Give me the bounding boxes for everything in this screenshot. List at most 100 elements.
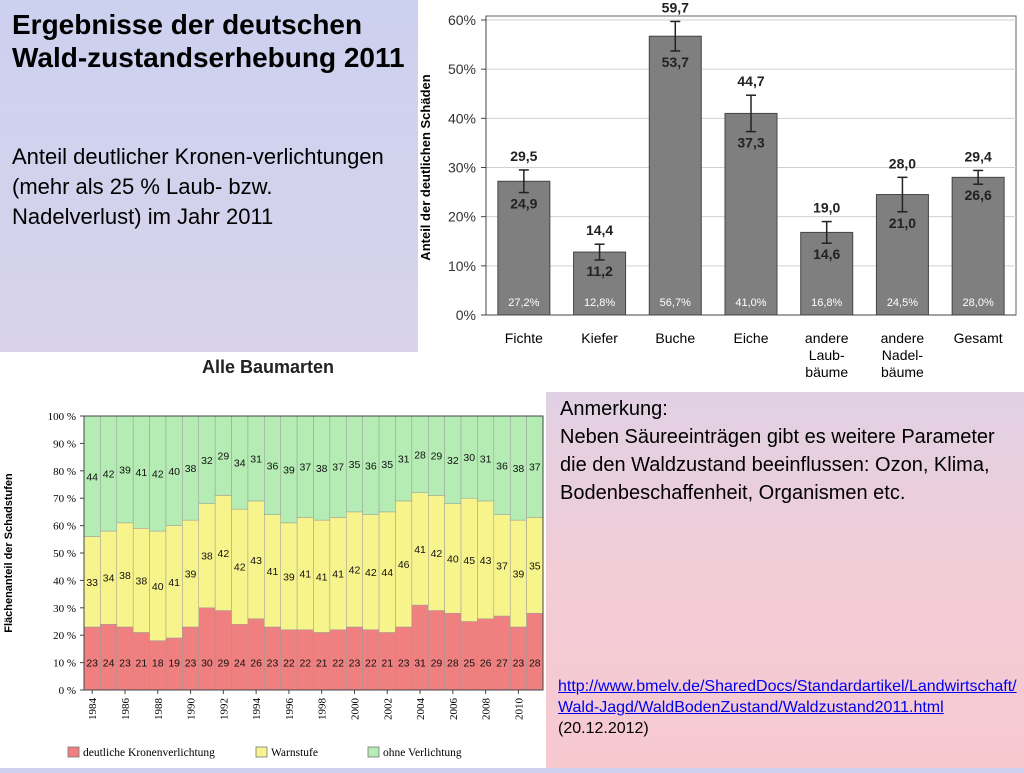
segment-value-label: 31: [398, 453, 410, 465]
lower-bound-label: 53,7: [662, 54, 689, 70]
segment-value-label: 45: [463, 555, 475, 567]
y-tick-label: 90 %: [53, 438, 76, 450]
y-tick-label: 30%: [448, 160, 476, 176]
source-link[interactable]: http://www.bmelv.de/SharedDocs/Standarda…: [558, 678, 1017, 716]
segment-value-label: 40: [152, 581, 164, 593]
bar-value-label: 12,8%: [584, 297, 615, 309]
bar: [648, 35, 702, 316]
segment-value-label: 23: [185, 658, 197, 670]
upper-bound-label: 28,0: [889, 155, 916, 171]
stack-segment: [411, 604, 429, 691]
x-tick-label: 2000: [349, 698, 361, 721]
y-tick-label: 60%: [448, 12, 476, 28]
stack-segment: [198, 607, 216, 691]
segment-value-label: 22: [332, 658, 344, 670]
segment-value-label: 27: [496, 658, 508, 670]
note-heading: Anmerkung:: [560, 398, 668, 420]
x-category-label: Buche: [655, 330, 695, 346]
segment-value-label: 42: [103, 469, 115, 481]
segment-value-label: 21: [316, 658, 328, 670]
y-tick-label: 20 %: [53, 630, 76, 642]
slide-subtitle: Anteil deutlicher Kronen-verlichtungen (…: [12, 144, 384, 229]
segment-value-label: 29: [217, 451, 229, 463]
legend-label: deutliche Kronenverlichtung: [83, 747, 215, 759]
segment-value-label: 23: [86, 658, 98, 670]
x-tick-label: 2006: [448, 698, 460, 721]
segment-value-label: 24: [234, 658, 246, 670]
slide-title: Ergebnisse der deutschen Wald-zustandser…: [12, 9, 405, 73]
x-category-label: bäume: [881, 364, 924, 380]
stack-segment: [477, 618, 495, 691]
y-tick-label: 0 %: [59, 685, 76, 697]
y-tick-label: 50 %: [53, 548, 76, 560]
segment-value-label: 19: [168, 658, 180, 670]
segment-value-label: 43: [480, 555, 492, 567]
segment-value-label: 38: [119, 570, 131, 582]
damage-classes-chart: Alle Baumarten Flächenanteil der Schadstu…: [3, 357, 544, 759]
source: http://www.bmelv.de/SharedDocs/Standarda…: [558, 676, 1018, 739]
segment-value-label: 33: [86, 577, 98, 589]
x-tick-label: 2010: [513, 698, 525, 721]
stack-segment: [214, 610, 232, 691]
upper-bound-label: 29,4: [965, 148, 992, 164]
y-tick-label: 70 %: [53, 493, 76, 505]
segment-value-label: 23: [398, 658, 410, 670]
segment-value-label: 41: [136, 467, 148, 479]
bar-value-label: 28,0%: [963, 297, 994, 309]
bar: [875, 194, 929, 316]
segment-value-label: 42: [152, 469, 164, 481]
x-tick-label: 1990: [186, 698, 198, 721]
segment-value-label: 37: [496, 560, 508, 572]
lower-bound-label: 37,3: [737, 135, 764, 151]
segment-value-label: 31: [414, 658, 426, 670]
lower-bound-label: 14,6: [813, 246, 840, 262]
legend-swatch: [67, 746, 80, 758]
bar-value-label: 41,0%: [735, 297, 766, 309]
segment-value-label: 35: [381, 459, 393, 471]
segment-value-label: 21: [381, 658, 393, 670]
bar: [497, 180, 551, 316]
x-tick-label: 1994: [251, 698, 263, 721]
segment-value-label: 36: [496, 460, 508, 472]
segment-value-label: 26: [250, 658, 262, 670]
segment-value-label: 36: [365, 460, 377, 472]
stack-segment: [444, 613, 462, 691]
bar: [800, 231, 854, 316]
segment-value-label: 42: [349, 564, 361, 576]
y-tick-label: 10%: [448, 258, 476, 274]
upper-bound-label: 29,5: [510, 148, 537, 164]
y-tick-label: 80 %: [53, 466, 76, 478]
segment-value-label: 42: [234, 562, 246, 574]
upper-bound-label: 14,4: [586, 222, 613, 238]
segment-value-label: 46: [398, 559, 410, 571]
x-tick-label: 1984: [87, 698, 99, 721]
x-tick-label: 2008: [481, 698, 493, 721]
title-box: Ergebnisse der deutschen Wald-zustandser…: [0, 0, 418, 352]
segment-value-label: 29: [431, 451, 443, 463]
damage-classes-panel: Alle Baumarten Flächenanteil der Schadstu…: [0, 352, 546, 768]
damage-by-species-panel: 0% 10% 20% 30% 40% 50% 60% Anteil der deutliche…: [418, 0, 1024, 392]
segment-value-label: 38: [513, 463, 525, 475]
x-tick-label: 2004: [415, 698, 427, 721]
segment-value-label: 38: [136, 575, 148, 587]
segment-value-label: 42: [217, 548, 229, 560]
segment-value-label: 32: [201, 455, 213, 467]
segment-value-label: 32: [447, 455, 459, 467]
stack-segment: [493, 615, 511, 691]
x-tick-label: 1992: [218, 698, 230, 720]
stack-segment: [247, 618, 265, 691]
note-body: Neben Säureeinträgen gibt es weitere Par…: [560, 426, 995, 504]
legend-label: ohne Verlichtung: [383, 747, 462, 759]
y-tick-label: 100 %: [48, 411, 76, 423]
segment-value-label: 42: [431, 548, 443, 560]
y-axis-title: Flächenanteil der Schadstufen: [3, 473, 15, 633]
segment-value-label: 39: [119, 464, 131, 476]
segment-value-label: 43: [250, 555, 262, 567]
upper-bound-label: 44,7: [737, 73, 764, 89]
segment-value-label: 39: [513, 569, 525, 581]
legend-label: Warnstufe: [271, 747, 318, 759]
bar-value-label: 24,5%: [887, 297, 918, 309]
segment-value-label: 40: [168, 466, 180, 478]
segment-value-label: 38: [316, 463, 328, 475]
x-tick-label: 1996: [284, 698, 296, 721]
